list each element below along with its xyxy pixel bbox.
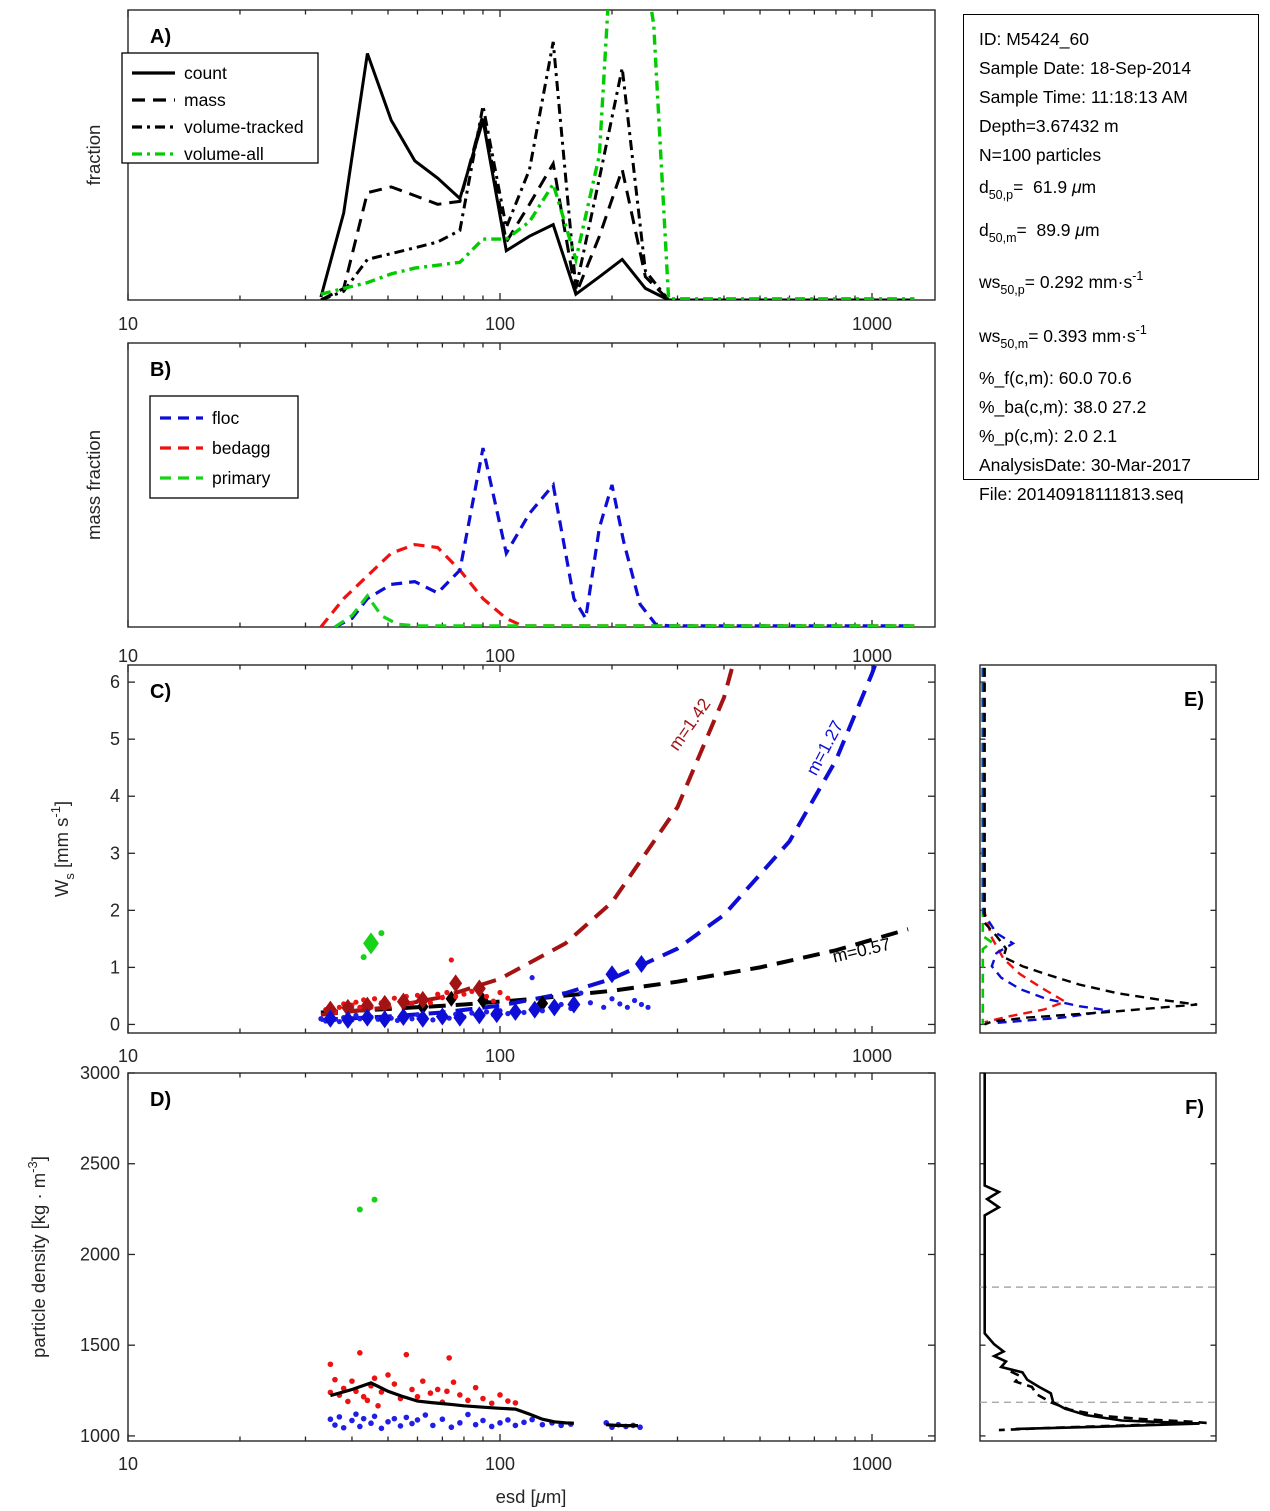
info-line: AnalysisDate: 30-Mar-2017 [979,455,1192,475]
panel-corner-label: A) [150,26,171,48]
y-tick-label: 1500 [80,1335,120,1355]
legend-box [149,395,299,499]
y-tick-label: 2500 [80,1154,120,1174]
scatter-bedagg-density-dots [327,1350,519,1409]
y-tick-label: 4 [110,786,120,806]
info-line: d50,m= 89.9 μm [979,220,1100,245]
legend-label-mass: mass [184,90,226,110]
series-bedagg-ws-dist [981,667,1068,1024]
panel-a-ylabel: fraction [83,125,104,186]
panel-c-frame [127,664,936,1034]
x-tick-label: 1000 [852,1454,892,1474]
panel-corner-label: B) [150,359,171,381]
y-tick-label: 2 [110,900,120,920]
x-tick-label: 10 [118,314,138,334]
panel-corner-label: C) [150,681,171,703]
x-tick-label: 10 [118,1046,138,1066]
series-fit-floc [320,665,878,1022]
panel-b-ylabel: mass fraction [83,430,104,540]
y-tick-label: 5 [110,729,120,749]
x-tick-label: 1000 [852,646,892,666]
info-line: ws50,m= 0.393 mm·s-1 [979,323,1147,351]
panel-a-size-distribution: 10 100 1000 count mass volume-tracked volume-a… [83,9,936,334]
y-tick-label: 3 [110,843,120,863]
x-tick-label: 100 [485,646,515,666]
series-all-ws-dist [983,667,1198,1026]
panel-b-mass-fraction: 10 100 1000 floc bedagg primary B) mass fractio… [83,342,936,666]
x-tick-label: 100 [485,1454,515,1474]
panel-f-density-histogram: F) [979,1072,1217,1442]
panel-d-frame [127,1072,936,1442]
y-tick-label: 1000 [80,1426,120,1446]
info-line: %_f(c,m): 60.0 70.6 [979,368,1132,388]
panel-f-frame [979,1072,1217,1442]
y-tick-label: 6 [110,672,120,692]
series-fit-bedagg [320,665,735,1017]
x-axis-label: esd [μm] [496,1486,567,1507]
panel-corner-label: F) [1185,1097,1204,1119]
sample-info-box: ID: M5424_60 Sample Date: 18-Sep-2014 Samp… [963,14,1259,504]
x-tick-label: 10 [118,646,138,666]
y-tick-label: 2000 [80,1244,120,1264]
info-line: Sample Date: 18-Sep-2014 [979,58,1192,78]
info-line: %_p(c,m): 2.0 2.1 [979,426,1118,446]
series-mass [320,114,915,300]
series-bedagg [319,542,915,627]
legend-label-volume-tracked: volume-tracked [184,117,304,137]
panel-d-particle-density: 1000 1500 2000 2500 3000 10 100 1000 D) particle … [25,1063,936,1474]
info-line: File: 20140918111813.seq [979,484,1184,504]
info-line: Sample Time: 11:18:13 AM [979,87,1188,107]
legend-label-count: count [184,63,227,83]
legend-label-bedagg: bedagg [212,438,270,458]
legend-box [121,52,319,164]
y-tick-label: 3000 [80,1063,120,1083]
x-tick-label: 100 [485,1046,515,1066]
series-density-median-0 [329,1381,574,1425]
series-density-dist-count [983,1073,1200,1431]
panel-corner-label: E) [1184,689,1204,711]
scatter-primary-median-diamond [363,932,379,955]
scatter-floc-median-diamonds [323,954,648,1029]
scatter-bedagg-median-diamonds [323,974,486,1019]
info-line: ID: M5424_60 [979,29,1089,49]
scatter-primary-density-dots [356,1196,378,1213]
shared-axis-labels: esd [μm] [496,1486,567,1507]
panel-c-ylabel: Ws [mm s-1] [48,801,77,897]
annotation-m=1.42: m=1.42 [664,694,714,754]
series-floc-ws-dist [982,667,1110,1025]
legend-label-primary: primary [212,468,271,488]
series-floc [334,447,915,627]
x-tick-label: 10 [118,1454,138,1474]
info-line: ws50,p= 0.292 mm·s-1 [979,269,1144,297]
legend-label-volume-all: volume-all [184,144,264,164]
series-density-median-1 [606,1423,638,1428]
x-tick-label: 1000 [852,314,892,334]
series-fit-all [320,927,909,1015]
info-line: %_ba(c,m): 38.0 27.2 [979,397,1147,417]
legend-label-floc: floc [212,408,239,428]
y-tick-label: 0 [110,1014,120,1034]
panel-corner-label: D) [150,1089,171,1111]
annotation-m=0.57: m=0.57 [831,934,893,967]
panel-e-ws-histogram: E) [979,664,1217,1034]
series-density-dist-mass [998,1370,1207,1432]
panel-d-ylabel: particle density [kg · m-3] [25,1156,49,1358]
x-tick-label: 100 [485,314,515,334]
series-primary [334,593,915,627]
info-line: Depth=3.67432 m [979,116,1119,136]
info-line: N=100 particles [979,145,1102,165]
y-tick-label: 1 [110,957,120,977]
panel-e-frame [979,664,1217,1034]
x-tick-label: 1000 [852,1046,892,1066]
series-count [319,52,915,300]
info-line: d50,p= 61.9 μm [979,177,1097,202]
series-primary-ws-dist [981,667,995,1025]
series-volume-all [320,10,915,300]
scatter-floc-density-dots [327,1411,643,1432]
scatter-primary-dots [360,930,385,961]
